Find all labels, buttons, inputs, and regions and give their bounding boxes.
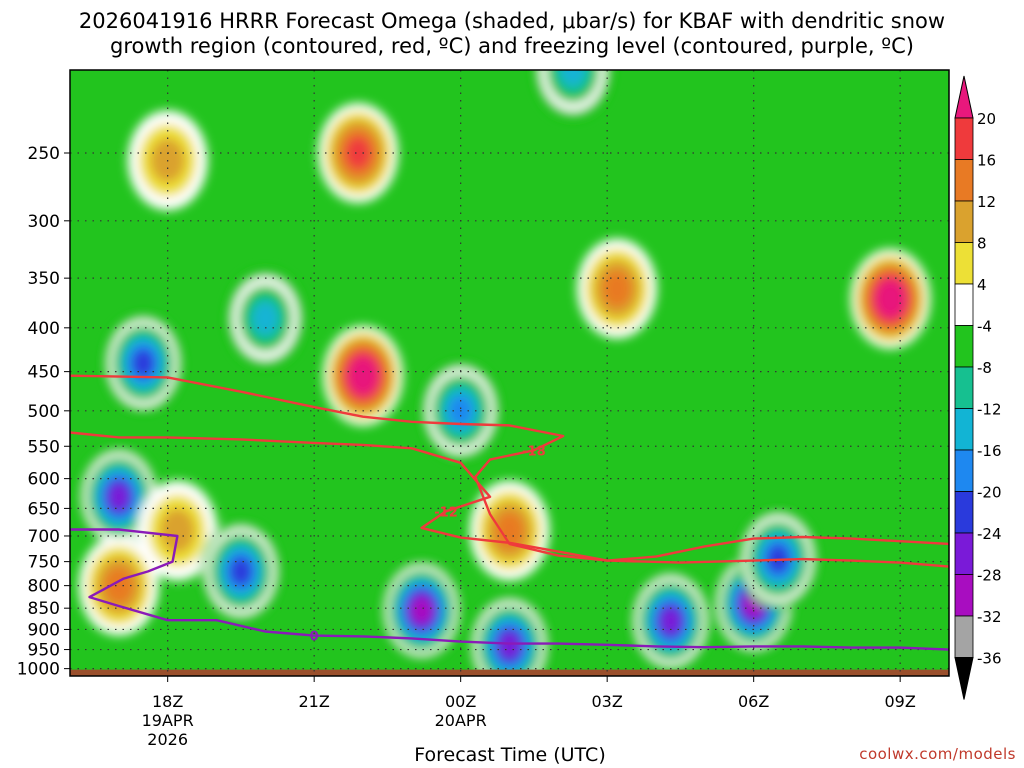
omega-cell	[132, 349, 155, 378]
x-tick-label: 18Z	[152, 692, 183, 711]
y-tick-label: 500	[28, 402, 60, 422]
omega-cell	[560, 70, 586, 87]
x-tick-label: 09Z	[885, 692, 916, 711]
omega-cell	[499, 632, 520, 659]
colorbar-top-arrow	[954, 75, 974, 119]
colorbar-segment	[954, 159, 974, 202]
y-axis-ticks: 2503003504004505005506006507007508008509…	[17, 144, 70, 680]
plot-frame	[69, 69, 950, 677]
colorbar-segment	[954, 449, 974, 492]
x-axis-label: Forecast Time (UTC)	[414, 744, 606, 766]
colorbar-segment	[954, 200, 974, 243]
omega-cell	[252, 302, 279, 335]
contour-0	[70, 528, 949, 651]
omega-cell	[108, 483, 130, 511]
chart-title-line-1: 2026041916 HRRR Forecast Omega (shaded, …	[78, 9, 946, 33]
y-tick-label: 350	[28, 269, 60, 289]
y-tick-label: 450	[28, 363, 60, 383]
colorbar-segment	[954, 408, 974, 451]
omega-field	[70, 70, 949, 676]
y-tick-label: 600	[28, 470, 60, 490]
colorbar-segment	[954, 574, 974, 617]
y-tick-label: 900	[28, 620, 60, 640]
contour--18	[70, 374, 949, 568]
colorbar-label: -28	[977, 567, 1002, 585]
colorbar-label: -12	[977, 401, 1002, 419]
colorbar-label: 4	[977, 276, 987, 294]
colorbar-label: 12	[977, 193, 996, 211]
omega-cell	[104, 567, 134, 605]
y-tick-label: 850	[28, 599, 60, 619]
colorbar-label: -8	[977, 359, 992, 377]
colorbar-label: -20	[977, 484, 1002, 502]
x-tick-label: 2026	[147, 730, 188, 749]
colorbar-segment	[954, 615, 974, 658]
colorbar-label: -36	[977, 650, 1002, 668]
y-tick-label: 650	[28, 499, 60, 519]
y-tick-label: 700	[28, 527, 60, 547]
x-tick-label: 03Z	[592, 692, 623, 711]
temperature-contours: -18 -12 0	[70, 374, 949, 651]
x-tick-label: 06Z	[738, 692, 769, 711]
x-tick-label: 00Z	[445, 692, 476, 711]
x-tick-label: 21Z	[299, 692, 330, 711]
y-tick-label: 250	[28, 144, 60, 164]
omega-cell	[230, 557, 252, 586]
colorbar-segment	[954, 532, 974, 575]
colorbar-label: -4	[977, 318, 992, 336]
colorbar-segment	[954, 325, 974, 368]
omega-cell	[345, 136, 371, 170]
colorbar-segment	[954, 117, 974, 160]
colorbar-label: 8	[977, 235, 987, 253]
y-tick-label: 300	[28, 212, 60, 232]
omega-cell	[495, 512, 524, 550]
colorbar-label: 20	[977, 110, 996, 128]
colorbar-label: -16	[977, 442, 1002, 460]
omega-cell	[879, 284, 902, 313]
y-tick-label: 800	[28, 577, 60, 597]
colorbar-label: -32	[977, 608, 1002, 626]
omega-cell	[411, 597, 432, 624]
omega-cell	[660, 607, 681, 635]
colorbar-label: 16	[977, 152, 996, 170]
omega-cell	[160, 508, 195, 553]
x-tick-label: 19APR	[142, 711, 194, 730]
contour--12	[70, 431, 949, 562]
omega-cell	[602, 270, 632, 308]
colorbar-segment	[954, 242, 974, 285]
colorbar: 20 16 12 8 4 -4 -8 -12 -16 -20 -24 -28 -32 -36	[954, 75, 1002, 700]
x-tick-label: 20APR	[435, 711, 487, 730]
omega-cell	[352, 361, 374, 390]
y-tick-label: 400	[28, 319, 60, 339]
colorbar-label: -24	[977, 525, 1002, 543]
ground-surface	[70, 669, 949, 676]
colorbar-segment	[954, 491, 974, 534]
y-tick-label: 550	[28, 437, 60, 457]
chart-title-line-2: growth region (contoured, red, ºC) and f…	[110, 34, 914, 58]
colorbar-segment	[954, 283, 974, 326]
contour-label: -12	[434, 505, 458, 520]
colorbar-bottom-arrow	[954, 657, 974, 700]
y-tick-label: 750	[28, 553, 60, 573]
contour-label: 0	[310, 630, 319, 645]
y-tick-label: 950	[28, 641, 60, 661]
colorbar-segment	[954, 366, 974, 409]
y-tick-label: 1000	[17, 660, 60, 680]
source-credit: coolwx.com/models	[859, 745, 1016, 763]
contour-label: -18	[522, 444, 546, 459]
